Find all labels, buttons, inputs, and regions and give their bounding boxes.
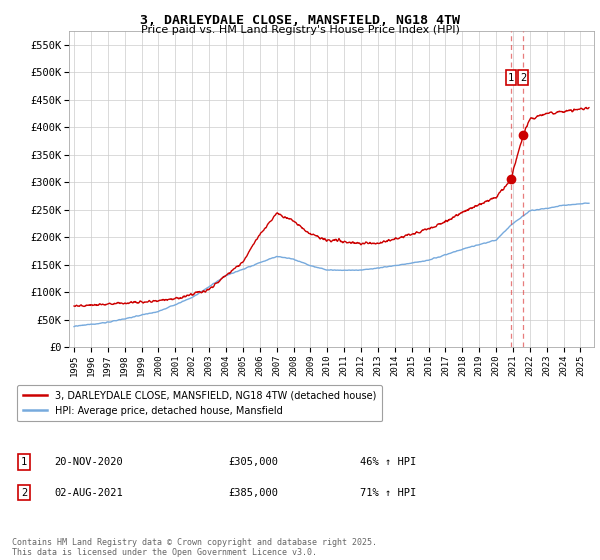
Text: 71% ↑ HPI: 71% ↑ HPI	[360, 488, 416, 498]
Text: 3, DARLEYDALE CLOSE, MANSFIELD, NG18 4TW: 3, DARLEYDALE CLOSE, MANSFIELD, NG18 4TW	[140, 14, 460, 27]
Text: 1: 1	[21, 457, 27, 467]
Text: 02-AUG-2021: 02-AUG-2021	[54, 488, 123, 498]
Text: 1: 1	[508, 73, 514, 82]
Legend: 3, DARLEYDALE CLOSE, MANSFIELD, NG18 4TW (detached house), HPI: Average price, d: 3, DARLEYDALE CLOSE, MANSFIELD, NG18 4TW…	[17, 385, 382, 422]
Text: 20-NOV-2020: 20-NOV-2020	[54, 457, 123, 467]
Text: 2: 2	[520, 73, 526, 82]
Text: Price paid vs. HM Land Registry's House Price Index (HPI): Price paid vs. HM Land Registry's House …	[140, 25, 460, 35]
Text: £305,000: £305,000	[228, 457, 278, 467]
Text: £385,000: £385,000	[228, 488, 278, 498]
Text: 2: 2	[21, 488, 27, 498]
Text: 46% ↑ HPI: 46% ↑ HPI	[360, 457, 416, 467]
Text: Contains HM Land Registry data © Crown copyright and database right 2025.
This d: Contains HM Land Registry data © Crown c…	[12, 538, 377, 557]
